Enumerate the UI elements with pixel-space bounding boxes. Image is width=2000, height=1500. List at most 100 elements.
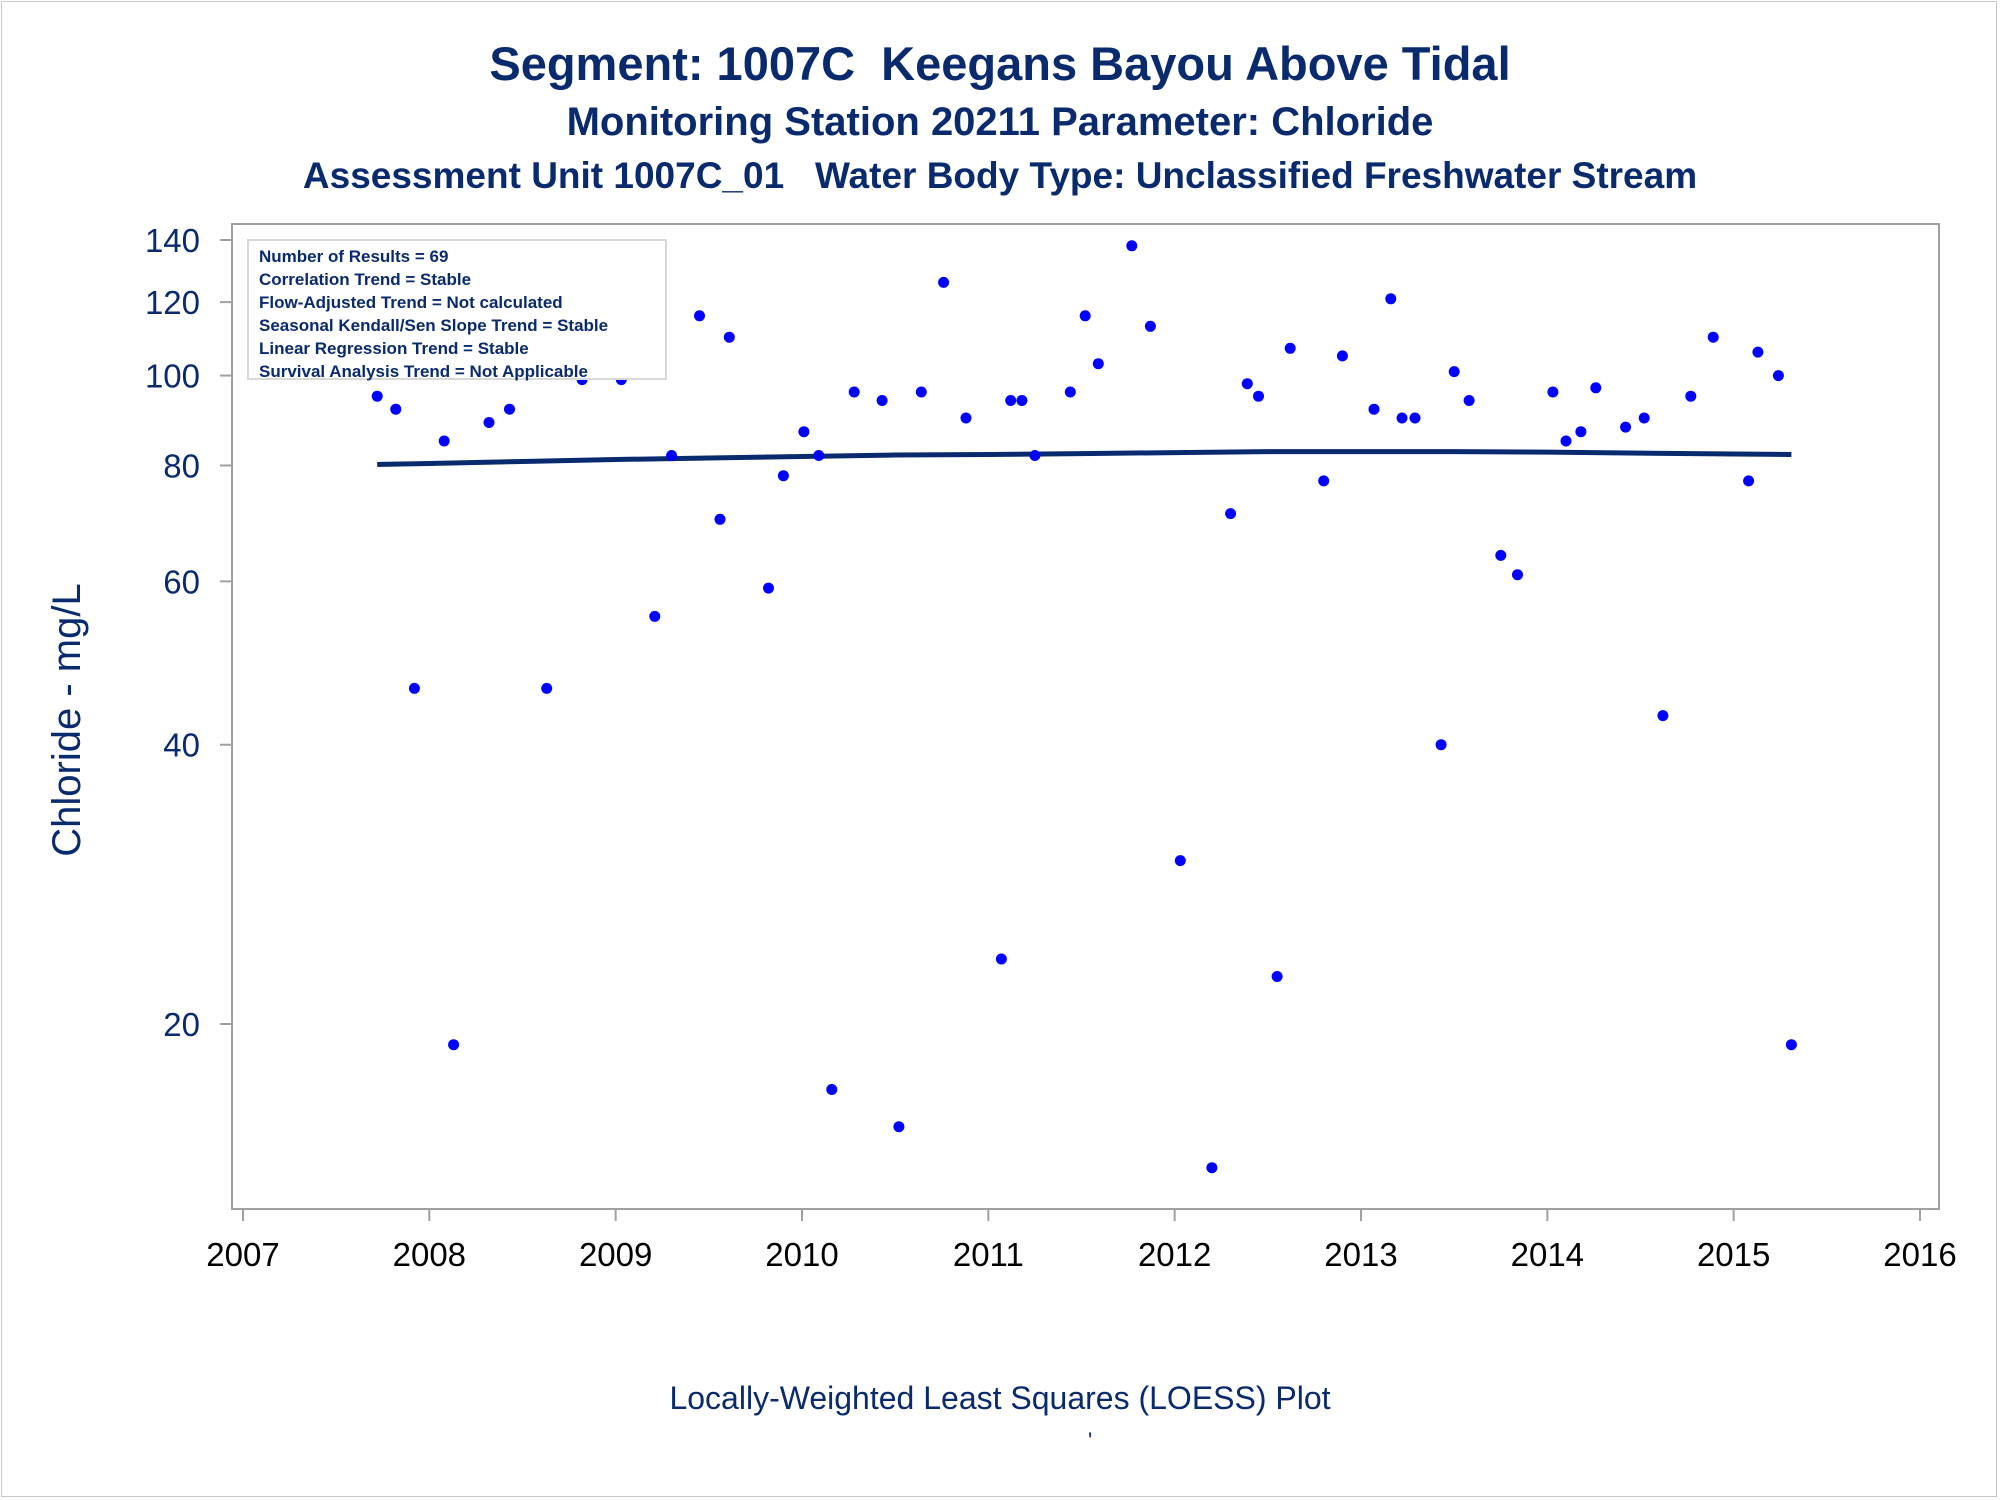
data-point [1396, 412, 1408, 424]
data-point [1064, 386, 1076, 398]
y-axis: 20 40 60 80 100 120 140 [145, 222, 232, 1043]
data-point [876, 395, 888, 406]
data-point [1241, 378, 1253, 390]
data-point [1271, 971, 1283, 982]
x-tick-label: 2013 [1324, 1236, 1397, 1273]
data-point [960, 412, 972, 424]
x-tick-label: 2015 [1697, 1236, 1770, 1273]
data-point [1512, 569, 1523, 581]
data-point [798, 426, 810, 438]
x-tick-label: 2011 [953, 1236, 1024, 1273]
y-tick-label: 80 [163, 447, 200, 484]
stats-line: Correlation Trend = Stable [259, 270, 472, 289]
data-point [448, 1039, 460, 1051]
x-tick-label: 2008 [393, 1236, 466, 1273]
x-tick-label: 2014 [1511, 1236, 1584, 1273]
stats-line: Seasonal Kendall/Sen Slope Trend = Stabl… [259, 316, 609, 335]
data-point [1547, 386, 1559, 398]
data-point [504, 403, 515, 415]
data-point [1448, 366, 1460, 378]
x-tick-label: 2016 [1883, 1236, 1956, 1273]
data-point [1385, 293, 1397, 305]
data-point [1079, 310, 1091, 322]
data-point [938, 276, 950, 288]
x-tick-label: 2007 [206, 1236, 279, 1273]
data-point [1005, 395, 1017, 406]
chart-subtitle: Monitoring Station 20211 Parameter: Chlo… [566, 100, 1434, 144]
data-point [438, 435, 450, 447]
x-axis: 2007 2008 2009 2010 2011 2012 2013 2014 2015 2016 [206, 1209, 1957, 1273]
y-tick-label: 100 [145, 358, 200, 395]
data-point [1409, 412, 1421, 424]
data-point [1772, 370, 1784, 382]
loess-line [377, 449, 1792, 467]
data-point [714, 513, 726, 525]
data-point [813, 450, 825, 461]
data-point [541, 682, 553, 694]
data-point [723, 331, 735, 343]
data-point [1752, 346, 1764, 358]
data-point [1126, 240, 1138, 252]
data-point [1657, 710, 1669, 722]
data-point [371, 390, 383, 402]
data-point [1368, 403, 1380, 415]
data-point [1463, 395, 1475, 406]
data-point [1435, 739, 1447, 751]
x-tick-label: 2010 [765, 1236, 838, 1273]
data-point [666, 450, 678, 461]
data-point [1638, 412, 1650, 424]
stats-box: Number of Results = 69 Correlation Trend … [247, 239, 667, 381]
data-point [1284, 342, 1296, 354]
data-point [649, 610, 661, 622]
data-point [694, 310, 705, 322]
data-point [1206, 1162, 1218, 1174]
chart-subtitle-2: Assessment Unit 1007C_01 Water Body Type… [302, 155, 1698, 196]
data-point [763, 582, 774, 594]
data-point [1318, 475, 1330, 487]
data-point [1575, 426, 1587, 438]
data-point [893, 1121, 905, 1133]
plot-area [231, 223, 1940, 1210]
data-point [826, 1084, 838, 1095]
stats-line: Flow-Adjusted Trend = Not calculated [259, 293, 563, 312]
data-point [1092, 358, 1104, 370]
data-point [408, 682, 420, 694]
scatter-points [371, 240, 1797, 1174]
stats-line: Linear Regression Trend = Stable [259, 339, 529, 358]
y-tick-label: 20 [163, 1006, 200, 1043]
data-point [1144, 320, 1156, 332]
data-point [1253, 390, 1264, 402]
data-point [848, 386, 860, 398]
stats-line: Survival Analysis Trend = Not Applicable [259, 362, 588, 381]
data-point [1743, 475, 1755, 487]
data-point [1174, 855, 1186, 867]
stats-line: Number of Results = 69 [259, 247, 449, 266]
data-point [1495, 549, 1507, 561]
data-point [1560, 435, 1572, 447]
data-point [1785, 1039, 1797, 1051]
data-point [483, 417, 495, 428]
footer-mark: ' [1088, 1428, 1093, 1453]
data-point [1685, 390, 1697, 402]
y-tick-label: 40 [163, 727, 200, 764]
data-point [777, 470, 789, 482]
y-tick-label: 140 [145, 222, 200, 259]
data-point [1016, 395, 1028, 406]
data-point [1225, 508, 1237, 520]
y-tick-label: 60 [163, 563, 200, 600]
y-tick-label: 120 [145, 284, 200, 321]
chart-title: Segment: 1007C Keegans Bayou Above Tidal [489, 37, 1511, 90]
x-tick-label: 2012 [1138, 1236, 1211, 1273]
plot-caption: Locally-Weighted Least Squares (LOESS) P… [669, 1380, 1331, 1416]
y-axis-label: Chloride - mg/L [45, 583, 89, 856]
data-point [1029, 450, 1041, 461]
data-point [390, 403, 402, 415]
data-point [1707, 331, 1719, 343]
data-point [1590, 382, 1602, 394]
data-point [1620, 421, 1632, 433]
x-tick-label: 2009 [579, 1236, 652, 1273]
data-point [915, 386, 927, 398]
data-point [995, 953, 1007, 965]
